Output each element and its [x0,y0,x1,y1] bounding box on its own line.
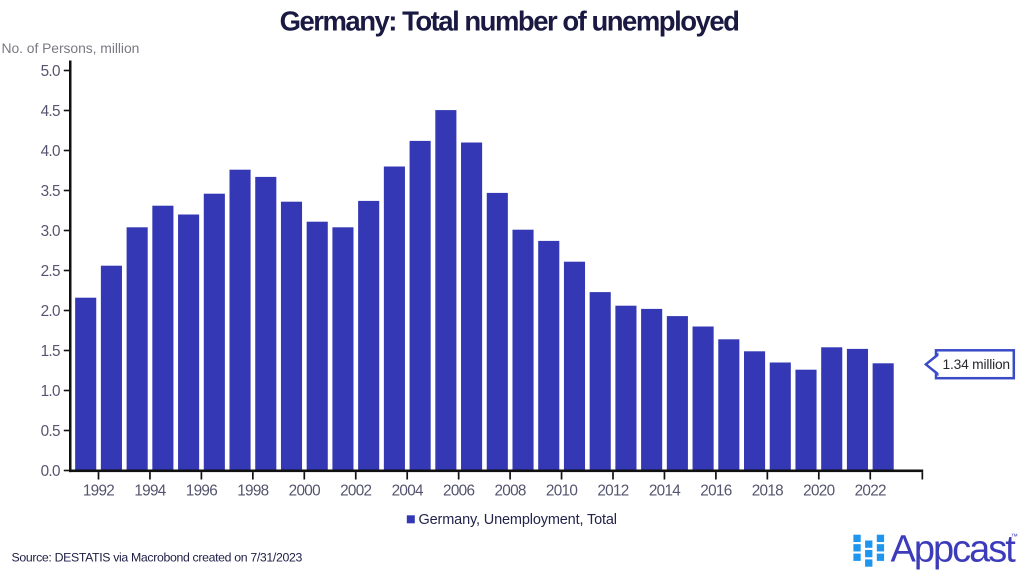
svg-text:2012: 2012 [597,483,628,500]
svg-text:4.5: 4.5 [41,103,60,120]
svg-text:4.0: 4.0 [41,143,60,160]
svg-text:Source: DESTATIS via Macrobond: Source: DESTATIS via Macrobond created o… [12,551,303,565]
svg-text:No. of Persons, million: No. of Persons, million [2,40,140,56]
svg-text:3.5: 3.5 [41,183,60,200]
svg-text:2.0: 2.0 [41,303,60,320]
svg-text:1994: 1994 [134,483,166,500]
svg-text:1.34 million: 1.34 million [943,357,1010,372]
svg-text:5.0: 5.0 [41,63,60,80]
svg-text:2010: 2010 [546,483,577,500]
svg-text:2.5: 2.5 [41,263,60,280]
svg-text:2016: 2016 [700,483,731,500]
svg-text:1998: 1998 [237,483,268,500]
svg-text:™: ™ [1011,534,1018,541]
svg-text:2008: 2008 [494,483,525,500]
svg-text:2014: 2014 [649,483,681,500]
svg-text:2000: 2000 [289,483,320,500]
svg-text:1992: 1992 [83,483,114,500]
svg-text:1996: 1996 [186,483,217,500]
svg-text:2022: 2022 [855,483,886,500]
svg-text:Germany: Total number of unemp: Germany: Total number of unemployed [280,6,739,37]
svg-text:2004: 2004 [392,483,424,500]
svg-text:1.0: 1.0 [41,383,60,400]
svg-text:0.5: 0.5 [41,423,60,440]
svg-text:2002: 2002 [340,483,371,500]
svg-text:2006: 2006 [443,483,474,500]
svg-text:2018: 2018 [752,483,783,500]
svg-text:2020: 2020 [803,483,834,500]
svg-text:Appcast: Appcast [891,529,1017,571]
svg-text:3.0: 3.0 [41,223,60,240]
svg-text:1.5: 1.5 [41,343,60,360]
svg-text:0.0: 0.0 [41,463,60,480]
svg-text:Germany, Unemployment, Total: Germany, Unemployment, Total [419,512,617,528]
